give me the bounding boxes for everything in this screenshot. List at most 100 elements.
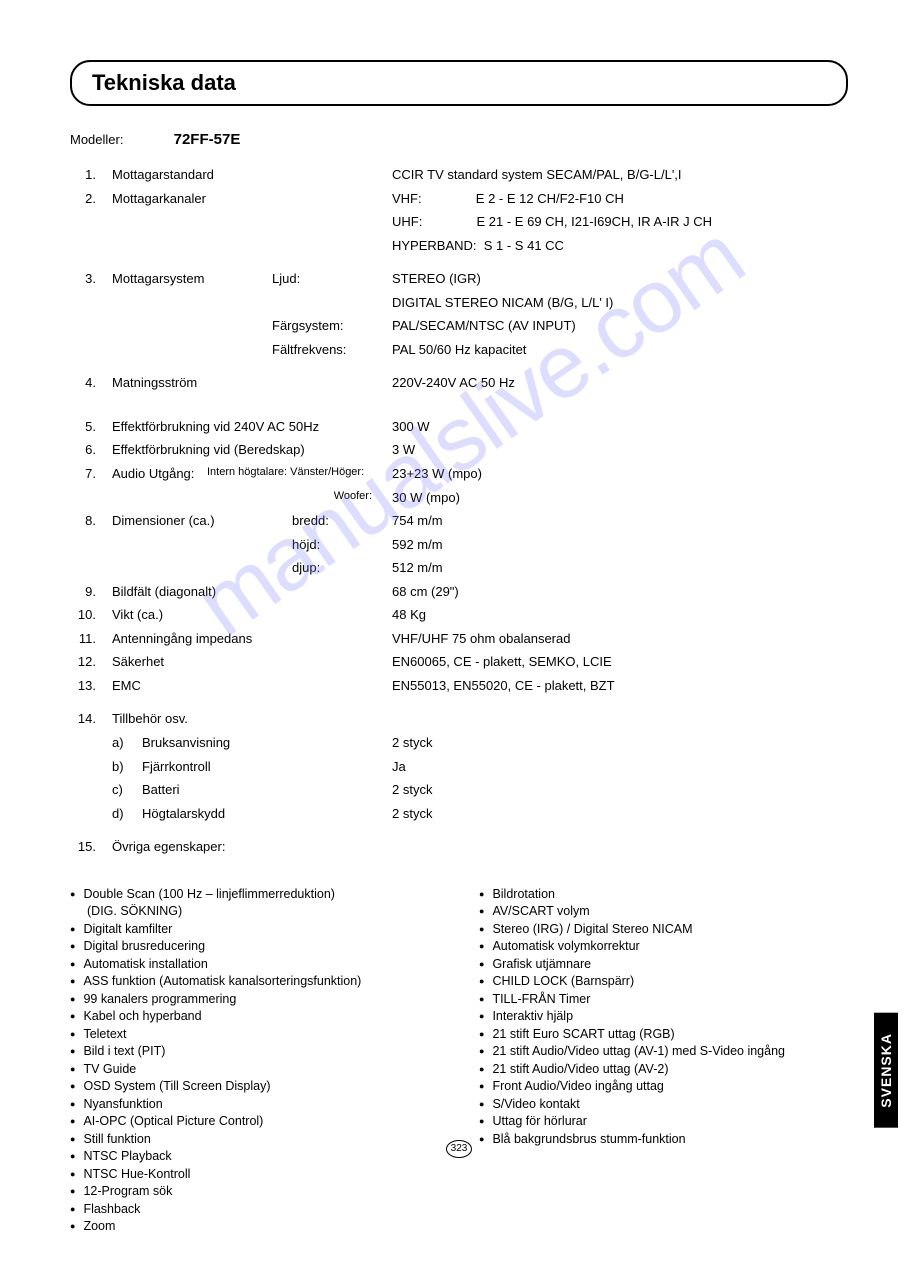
spec-row: 14. Tillbehör osv. — [70, 710, 848, 728]
row-value: 30 W (mpo) — [392, 489, 848, 507]
feature-item: AV/SCART volym — [479, 903, 848, 921]
accessory-value: 2 styck — [392, 805, 848, 823]
row-value: 23+23 W (mpo) — [392, 465, 848, 483]
row-sublabel: Färgsystem: — [272, 317, 392, 335]
accessory-row: b) Fjärrkontroll Ja — [70, 758, 848, 776]
accessory-letter: c) — [112, 781, 142, 799]
row-sublabel: höjd: — [292, 536, 392, 554]
feature-item: Grafisk utjämnare — [479, 956, 848, 974]
row-label: Effektförbrukning vid (Beredskap) — [112, 441, 392, 459]
row-value: 220V-240V AC 50 Hz — [392, 374, 848, 392]
spec-row: HYPERBAND: S 1 - S 41 CC — [70, 237, 848, 255]
spec-row: 11. Antenningång impedans VHF/UHF 75 ohm… — [70, 630, 848, 648]
feature-item: 99 kanalers programmering — [70, 991, 439, 1009]
title-box: Tekniska data — [70, 60, 848, 106]
row-label: Vikt (ca.) — [112, 606, 392, 624]
feature-item: 21 stift Euro SCART uttag (RGB) — [479, 1026, 848, 1044]
row-number: 10. — [70, 606, 112, 624]
page-number: 323 — [446, 1140, 472, 1158]
feature-item: Nyansfunktion — [70, 1096, 439, 1114]
feature-item: CHILD LOCK (Barnspärr) — [479, 973, 848, 991]
accessory-name: Högtalarskydd — [142, 805, 392, 823]
row-sublabel: Ljud: — [272, 270, 392, 288]
row-number: 4. — [70, 374, 112, 392]
row-label: Övriga egenskaper: — [112, 838, 392, 856]
page-title: Tekniska data — [92, 70, 826, 96]
row-label: Dimensioner (ca.) — [112, 512, 292, 530]
row-number — [70, 213, 112, 231]
row-label: Effektförbrukning vid 240V AC 50Hz — [112, 418, 392, 436]
row-value: EN55013, EN55020, CE - plakett, BZT — [392, 677, 848, 695]
feature-item: Stereo (IRG) / Digital Stereo NICAM — [479, 921, 848, 939]
accessory-name: Batteri — [142, 781, 392, 799]
row-number: 5. — [70, 418, 112, 436]
row-label: Antenningång impedans — [112, 630, 392, 648]
spec-row: UHF: E 21 - E 69 CH, I21-I69CH, IR A-IR … — [70, 213, 848, 231]
row-value: VHF: E 2 - E 12 CH/F2-F10 CH — [392, 190, 848, 208]
row-number: 7. — [70, 465, 112, 483]
row-value: 68 cm (29") — [392, 583, 848, 601]
feature-item: Kabel och hyperband — [70, 1008, 439, 1026]
feature-item: Bildrotation — [479, 886, 848, 904]
row-number: 1. — [70, 166, 112, 184]
feature-item: Flashback — [70, 1201, 439, 1219]
row-value: 3 W — [392, 441, 848, 459]
row-value: EN60065, CE - plakett, SEMKO, LCIE — [392, 653, 848, 671]
row-sublabel — [272, 294, 392, 312]
row-value: DIGITAL STEREO NICAM (B/G, L/L' I) — [392, 294, 848, 312]
row-label: EMC — [112, 677, 392, 695]
row-label: Mottagarsystem — [112, 270, 272, 288]
row-value: UHF: E 21 - E 69 CH, I21-I69CH, IR A-IR … — [392, 213, 848, 231]
row-value: CCIR TV standard system SECAM/PAL, B/G-L… — [392, 166, 848, 184]
spec-row: DIGITAL STEREO NICAM (B/G, L/L' I) — [70, 294, 848, 312]
row-number: 14. — [70, 710, 112, 728]
spec-row: 3. Mottagarsystem Ljud: STEREO (IGR) — [70, 270, 848, 288]
features-section: Double Scan (100 Hz – linjeflimmerredukt… — [70, 886, 848, 1236]
feature-item: Teletext — [70, 1026, 439, 1044]
accessory-row: a) Bruksanvisning 2 styck — [70, 734, 848, 752]
spec-row: Fältfrekvens: PAL 50/60 Hz kapacitet — [70, 341, 848, 359]
features-left-col: Double Scan (100 Hz – linjeflimmerredukt… — [70, 886, 439, 1236]
row-number: 15. — [70, 838, 112, 856]
feature-item: Double Scan (100 Hz – linjeflimmerredukt… — [70, 886, 439, 904]
page-content: Tekniska data Modeller: 72FF-57E 1. Mott… — [0, 0, 918, 1276]
row-value: HYPERBAND: S 1 - S 41 CC — [392, 237, 848, 255]
row-label: Audio Utgång: — [112, 465, 207, 483]
accessory-name: Fjärrkontroll — [142, 758, 392, 776]
row-sublabel: bredd: — [292, 512, 392, 530]
row-sublabel: Fältfrekvens: — [272, 341, 392, 359]
spec-row: 7. Audio Utgång: Intern högtalare: Vänst… — [70, 465, 848, 483]
accessory-letter: b) — [112, 758, 142, 776]
feature-item: Bild i text (PIT) — [70, 1043, 439, 1061]
feature-item: Automatisk installation — [70, 956, 439, 974]
feature-item: Interaktiv hjälp — [479, 1008, 848, 1026]
accessory-value: 2 styck — [392, 734, 848, 752]
feature-item: Zoom — [70, 1218, 439, 1236]
row-number: 9. — [70, 583, 112, 601]
spec-row: djup: 512 m/m — [70, 559, 848, 577]
accessory-value: 2 styck — [392, 781, 848, 799]
feature-item: Digital brusreducering — [70, 938, 439, 956]
accessory-letter: d) — [112, 805, 142, 823]
row-value: PAL/SECAM/NTSC (AV INPUT) — [392, 317, 848, 335]
feature-item: ASS funktion (Automatisk kanalsorterings… — [70, 973, 439, 991]
feature-item: TILL-FRÅN Timer — [479, 991, 848, 1009]
row-value: 754 m/m — [392, 512, 848, 530]
row-value: 512 m/m — [392, 559, 848, 577]
accessory-value: Ja — [392, 758, 848, 776]
spec-row: höjd: 592 m/m — [70, 536, 848, 554]
language-tab: SVENSKA — [874, 1013, 898, 1128]
spec-row: Färgsystem: PAL/SECAM/NTSC (AV INPUT) — [70, 317, 848, 335]
spec-row: 5. Effektförbrukning vid 240V AC 50Hz 30… — [70, 418, 848, 436]
row-label — [112, 213, 392, 231]
spec-row: Woofer: 30 W (mpo) — [70, 489, 848, 507]
accessory-row: d) Högtalarskydd 2 styck — [70, 805, 848, 823]
spec-row: 4. Matningsström 220V-240V AC 50 Hz — [70, 374, 848, 392]
feature-item: NTSC Playback — [70, 1148, 439, 1166]
row-number: 2. — [70, 190, 112, 208]
spec-row: 13. EMC EN55013, EN55020, CE - plakett, … — [70, 677, 848, 695]
spec-row: 6. Effektförbrukning vid (Beredskap) 3 W — [70, 441, 848, 459]
row-value: 592 m/m — [392, 536, 848, 554]
row-label: Säkerhet — [112, 653, 392, 671]
row-number — [70, 237, 112, 255]
